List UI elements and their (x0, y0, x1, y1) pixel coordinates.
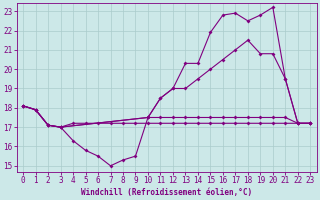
X-axis label: Windchill (Refroidissement éolien,°C): Windchill (Refroidissement éolien,°C) (81, 188, 252, 197)
